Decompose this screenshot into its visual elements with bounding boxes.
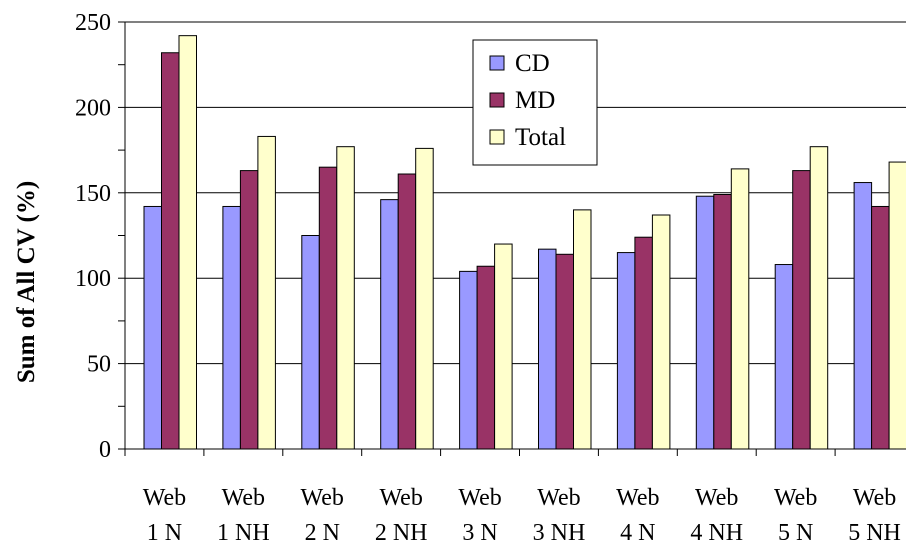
bar-total-4 [415,147,434,450]
legend-swatch-md [489,92,505,108]
x-tick-label: 5 NH [848,520,901,546]
x-tick-label: 1 NH [217,520,270,546]
x-tick-label: 2 N [305,520,340,546]
bar-cd-6 [538,248,557,450]
y-tick-label: 50 [87,352,111,378]
bar-md-6 [555,253,574,450]
x-tick-label: 2 NH [375,520,428,546]
bar-md-2 [239,170,259,450]
bar-total-3 [336,146,355,450]
legend-label-md: MD [515,87,555,114]
x-tick-label: 1 N [147,520,182,546]
bar-total-6 [573,209,592,450]
x-tick-label: Web [222,485,265,511]
bar-total-5 [494,243,513,450]
bar-cd-5 [459,270,478,450]
x-tick-label: Web [379,485,422,511]
bar-cd-9 [774,264,794,450]
x-tick-label: Web [458,485,501,511]
bar-md-9 [792,170,811,450]
bar-total-2 [257,135,276,450]
bar-total-8 [730,168,750,450]
legend: CD MD Total [472,39,598,166]
x-tick-label: Web [143,485,186,511]
y-tick-labels: 0 50 100 150 200 250 [75,10,111,463]
x-tick-label: 3 N [462,520,497,546]
legend-label-total: Total [515,124,566,151]
legend-label-cd: CD [515,50,550,77]
bar-cd-2 [222,205,241,450]
legend-swatch-total [489,129,505,145]
y-tick-label: 0 [99,437,111,463]
bar-cd-7 [616,252,636,450]
bar-md-4 [397,173,417,450]
legend-swatch-cd [489,55,505,71]
y-tick-label: 250 [75,10,111,36]
y-tick-label: 150 [75,181,111,207]
bar-total-9 [809,146,829,450]
axes [118,21,906,456]
bar-cd-10 [853,182,873,450]
bar-md-8 [713,194,732,450]
bar-md-5 [476,265,496,450]
bar-md-7 [634,236,653,450]
bar-total-7 [651,214,671,450]
bar-total-10 [888,161,906,450]
x-tick-label: Web [537,485,580,511]
x-tick-label: Web [301,485,344,511]
bar-md-10 [871,205,890,450]
bar-cd-3 [301,235,320,450]
x-tick-label: 3 NH [533,520,586,546]
x-tick-label: 5 N [778,520,813,546]
x-tick-label: Web [616,485,659,511]
bar-cd-4 [380,199,399,450]
x-tick-label: 4 NH [690,520,743,546]
x-tick-label: Web [853,485,896,511]
bar-cd-1 [143,205,162,450]
x-tick-labels: Web 1 N Web 1 NH Web 2 N Web 2 NH Web 3 N Web 3 NH W… [143,485,901,546]
y-tick-label: 100 [75,266,111,292]
x-tick-label: Web [774,485,817,511]
x-tick-label: Web [695,485,738,511]
y-axis-label: Sum of All CV (%) [13,181,40,383]
x-tick-label: 4 N [620,520,655,546]
y-tick-label: 200 [75,95,111,121]
bar-md-1 [161,52,180,450]
bar-cd-8 [695,195,715,450]
bar-md-3 [318,166,338,450]
bar-total-1 [178,35,197,450]
